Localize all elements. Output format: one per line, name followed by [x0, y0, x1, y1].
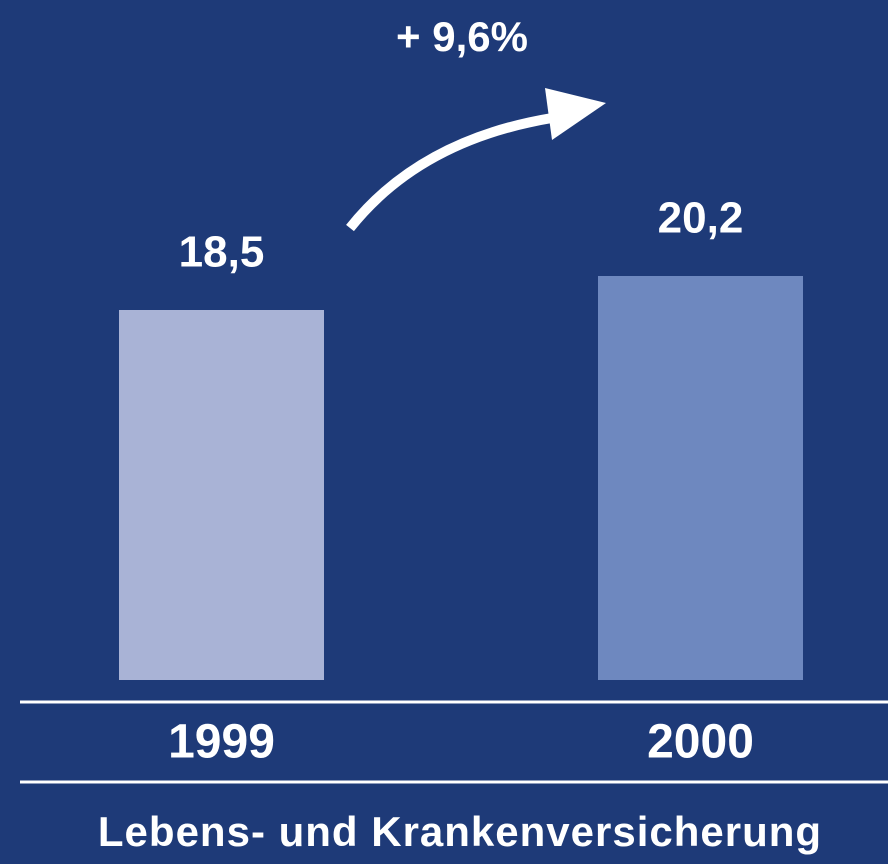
bar — [598, 276, 803, 680]
annotation: + 9,6% — [396, 13, 528, 60]
arrow — [346, 113, 553, 232]
arrow-head — [545, 88, 606, 140]
chart-title: Lebens- und Krankenversicherung — [98, 808, 822, 855]
bar — [119, 310, 324, 680]
value-label: 20,2 — [658, 194, 744, 243]
value-label: 18,5 — [179, 228, 265, 277]
x-tick-label: 1999 — [168, 716, 275, 769]
x-tick-label: 2000 — [647, 716, 754, 769]
